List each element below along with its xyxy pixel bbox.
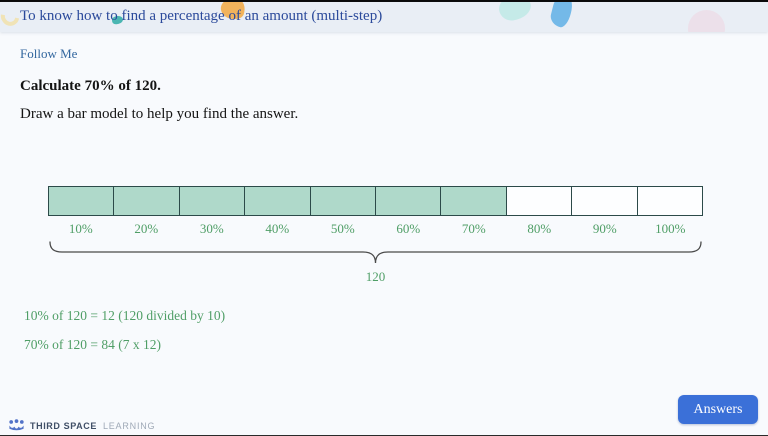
slide-header: To know how to find a percentage of an a… [0, 2, 768, 32]
worked-solution: 10% of 120 = 12 (120 divided by 10) 70% … [24, 308, 225, 366]
bar-segment-30 [179, 187, 246, 215]
bar-segment-10 [49, 187, 115, 215]
bar-segment-50 [310, 187, 377, 215]
bar-segment-80 [506, 187, 573, 215]
bar-segment-70 [441, 187, 507, 215]
bar-model: 10% 20% 30% 40% 50% 60% 70% 80% 90% 100%… [48, 186, 703, 285]
working-line-2: 70% of 120 = 84 (7 x 12) [24, 337, 161, 352]
bar-percent-labels: 10% 20% 30% 40% 50% 60% 70% 80% 90% 100% [48, 221, 703, 237]
follow-me-label: Follow Me [20, 46, 78, 61]
third-space-learning-logo: THIRD SPACE LEARNING [8, 419, 155, 432]
bar-segment-90 [572, 187, 638, 215]
bar-segment-20 [114, 187, 180, 215]
pct-label: 100% [655, 221, 686, 236]
pct-label: 40% [265, 221, 290, 236]
bar-segment-60 [376, 187, 442, 215]
bar-segment-40 [245, 187, 311, 215]
bar-segment-100 [637, 187, 703, 215]
pct-label: 20% [134, 221, 159, 236]
instruction-text: Draw a bar model to help you find the an… [20, 106, 299, 122]
pct-label: 50% [330, 221, 355, 236]
pct-label: 10% [68, 221, 93, 236]
curly-brace [49, 241, 702, 264]
pct-label: 80% [527, 221, 552, 236]
problem-heading: Calculate 70% of 120. [20, 78, 161, 94]
pink-circle-icon [688, 10, 725, 32]
window-top-edge [0, 0, 768, 2]
crown-people-icon [9, 419, 24, 431]
answers-button[interactable]: Answers [678, 395, 758, 424]
pct-label: 70% [461, 221, 486, 236]
page-title: To know how to find a percentage of an a… [20, 8, 383, 24]
pct-label: 90% [592, 221, 617, 236]
blue-squiggle-icon [548, 2, 575, 29]
teal-splash-icon [497, 2, 533, 23]
working-line-1: 10% of 120 = 12 (120 divided by 10) [24, 308, 226, 323]
logo-text-secondary: LEARNING [102, 420, 156, 431]
logo-text-primary: THIRD SPACE [30, 420, 97, 431]
pct-label: 30% [199, 221, 224, 236]
pct-label: 60% [396, 221, 421, 236]
bar-model-bar [48, 186, 703, 216]
bar-total-label: 120 [365, 269, 386, 284]
